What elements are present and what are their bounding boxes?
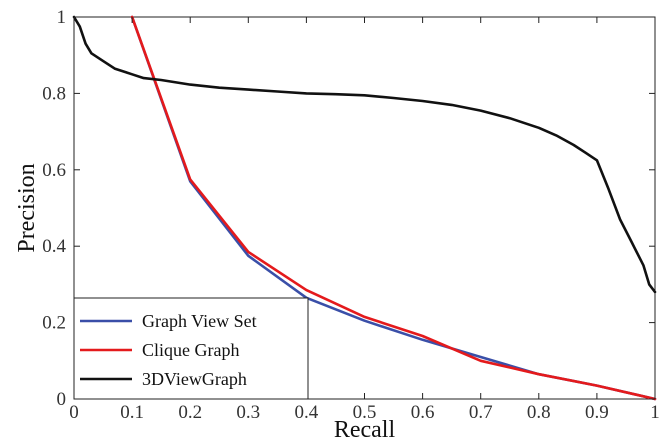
series-line-2 [130,15,657,401]
x-tick-label: 1 [650,402,660,423]
legend-label: 3DViewGraph [142,369,247,389]
series-layer [72,15,657,401]
series-line-3 [72,15,657,294]
x-tick-label: 0.5 [353,402,377,423]
legend: Graph View Set Clique Graph 3DViewGraph [73,297,309,400]
y-tick-label: 0.4 [42,236,66,257]
legend-label: Graph View Set [142,311,257,331]
x-tick-label: 0.3 [236,402,260,423]
x-tick-label: 0 [69,402,79,423]
x-tick-label: 0.8 [527,402,551,423]
y-tick-label: 0.8 [42,83,66,104]
x-tick-label: 0.2 [178,402,202,423]
x-tick-label: 0.6 [411,402,435,423]
x-tick-label: 0.7 [469,402,493,423]
legend-box [73,297,309,400]
y-tick-label: 1 [57,7,67,28]
x-tick-label: 0.9 [585,402,609,423]
ticks-layer: 0 0.1 0.2 0.3 0.4 0.5 0.6 0.7 0.8 0.9 1 0 0.2 0.4 0.6 0… [42,7,660,423]
legend-label: Clique Graph [142,340,239,360]
y-tick-label: 0.2 [42,313,66,334]
y-tick-label: 0 [57,389,67,410]
x-tick-label: 0.1 [120,402,144,423]
y-tick-label: 0.6 [42,160,66,181]
x-tick-label: 0.4 [295,402,319,423]
x-axis-title: Recall [334,417,396,443]
y-axis-title: Precision [14,163,40,252]
